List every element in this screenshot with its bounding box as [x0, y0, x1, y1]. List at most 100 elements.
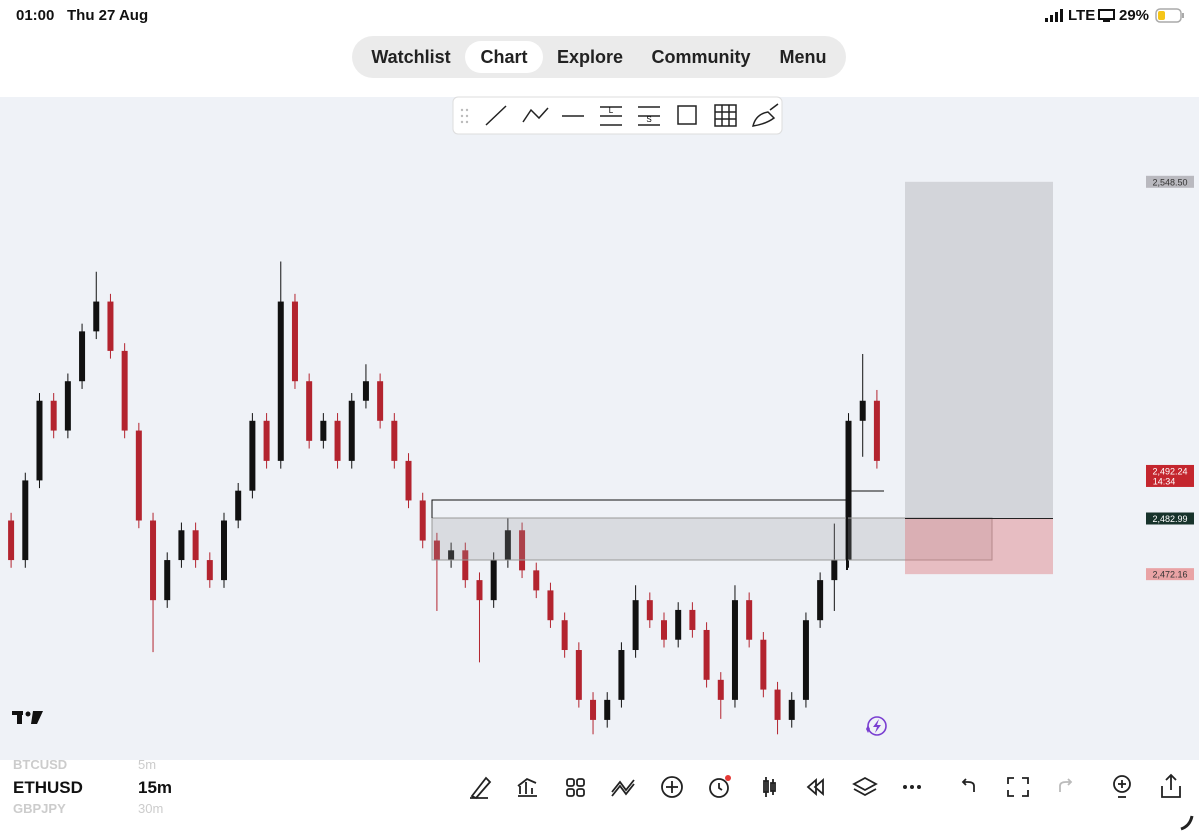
- short-position-tool[interactable]: [638, 106, 660, 126]
- position-stop: [905, 518, 1053, 575]
- candle-body: [788, 699, 795, 720]
- assistant-icon[interactable]: [866, 716, 887, 736]
- fullscreen-button[interactable]: [1007, 777, 1029, 797]
- candle-body: [632, 600, 639, 651]
- drawing-toolbar: L S: [452, 96, 783, 135]
- candle-body: [291, 301, 298, 382]
- candle-body: [419, 500, 426, 541]
- candle-body: [348, 400, 355, 461]
- redo-button[interactable]: [1059, 778, 1073, 792]
- ideas-button[interactable]: [1113, 775, 1131, 798]
- symbol-interval-active[interactable]: 15m: [138, 778, 173, 797]
- share-button[interactable]: [1161, 773, 1181, 798]
- price-countdown: 14:34: [1153, 476, 1176, 486]
- supply-zone: [431, 517, 993, 561]
- candle-body: [306, 381, 313, 441]
- candle-body: [277, 301, 284, 461]
- candle-body: [391, 420, 398, 461]
- alert-button[interactable]: [709, 778, 729, 798]
- candle-body: [575, 650, 582, 700]
- candle-body: [675, 609, 682, 640]
- price-label-bg: [1146, 512, 1194, 525]
- tradingview-logo: [12, 711, 43, 724]
- candle-body: [93, 301, 100, 332]
- nav-tab[interactable]: Menu: [779, 47, 827, 67]
- candle-body: [64, 381, 71, 431]
- candle-body: [504, 530, 511, 561]
- candle-body: [164, 560, 171, 601]
- candle-body: [150, 520, 157, 601]
- candle-body: [831, 560, 838, 581]
- candle-body: [845, 420, 852, 561]
- screen-icon: [1098, 9, 1115, 22]
- candle-body: [519, 530, 526, 571]
- symbol-ticker[interactable]: GBPJPY: [13, 801, 66, 816]
- candle-body: [689, 609, 696, 630]
- price-label: 2,548.50: [1152, 177, 1187, 187]
- candle-body: [646, 600, 653, 621]
- layouts-button[interactable]: [566, 778, 585, 797]
- candle-body: [36, 400, 43, 481]
- candle-body: [490, 560, 497, 601]
- candle-body: [760, 639, 767, 690]
- loading-indicator: [1180, 815, 1194, 831]
- candle-body: [334, 420, 341, 461]
- candle-body: [206, 560, 213, 581]
- path-tool[interactable]: [522, 107, 549, 123]
- nav-tab[interactable]: Watchlist: [371, 47, 451, 67]
- nav-tab-active[interactable]: Chart: [465, 41, 543, 73]
- candle-body: [192, 530, 199, 561]
- more-button[interactable]: [903, 785, 921, 789]
- status-time: 01:00: [16, 7, 55, 24]
- brush-tool[interactable]: [751, 103, 779, 127]
- symbol-interval[interactable]: 5m: [138, 757, 157, 772]
- candle-body: [817, 580, 824, 621]
- candle-body: [362, 381, 369, 401]
- short-label: S: [646, 115, 651, 124]
- candle-body: [604, 699, 611, 720]
- replay-button[interactable]: [806, 778, 824, 796]
- candle-body: [561, 620, 568, 651]
- candle-body: [774, 689, 781, 720]
- candle-body: [377, 381, 384, 421]
- status-date: Thu 27 Aug: [67, 7, 149, 24]
- add-button[interactable]: [661, 776, 683, 798]
- nav-bar: Watchlist Chart Explore Community Menu: [352, 36, 846, 78]
- chart-type-button[interactable]: [763, 777, 776, 797]
- candle-body: [433, 540, 440, 561]
- symbol-ticker[interactable]: BTCUSD: [13, 757, 68, 772]
- rectangle-tool[interactable]: [677, 105, 697, 125]
- price-label-bg: [1146, 175, 1194, 188]
- candle-body: [178, 530, 185, 561]
- candle-body: [79, 331, 86, 382]
- trend-line-tool[interactable]: [485, 105, 507, 126]
- candle-body: [703, 629, 710, 680]
- compare-button[interactable]: [611, 779, 635, 797]
- layers-button[interactable]: [852, 776, 878, 797]
- candle-body: [859, 400, 866, 421]
- alert-dot: [725, 775, 731, 781]
- candle-body: [661, 620, 667, 640]
- candle-body: [476, 580, 483, 601]
- price-label-bg: [1146, 568, 1194, 581]
- candle-body: [405, 460, 412, 501]
- draw-button[interactable]: [470, 776, 492, 800]
- grid-tool[interactable]: [714, 104, 737, 127]
- candle-body: [731, 600, 738, 700]
- candle-body: [8, 520, 15, 561]
- indicators-button[interactable]: [517, 777, 537, 797]
- status-battery: 29%: [1119, 7, 1150, 24]
- candle-body: [802, 620, 809, 700]
- undo-button[interactable]: [961, 778, 975, 792]
- candle-body: [50, 400, 57, 431]
- battery-icon: [1155, 8, 1184, 23]
- symbol-ticker-active[interactable]: ETHUSD: [13, 778, 83, 797]
- long-position-tool[interactable]: [600, 106, 622, 126]
- candle-body: [746, 600, 753, 640]
- nav-tab[interactable]: Community: [651, 47, 751, 67]
- candle-body: [320, 420, 327, 441]
- symbol-interval[interactable]: 30m: [138, 801, 164, 816]
- nav-tab[interactable]: Explore: [556, 47, 624, 67]
